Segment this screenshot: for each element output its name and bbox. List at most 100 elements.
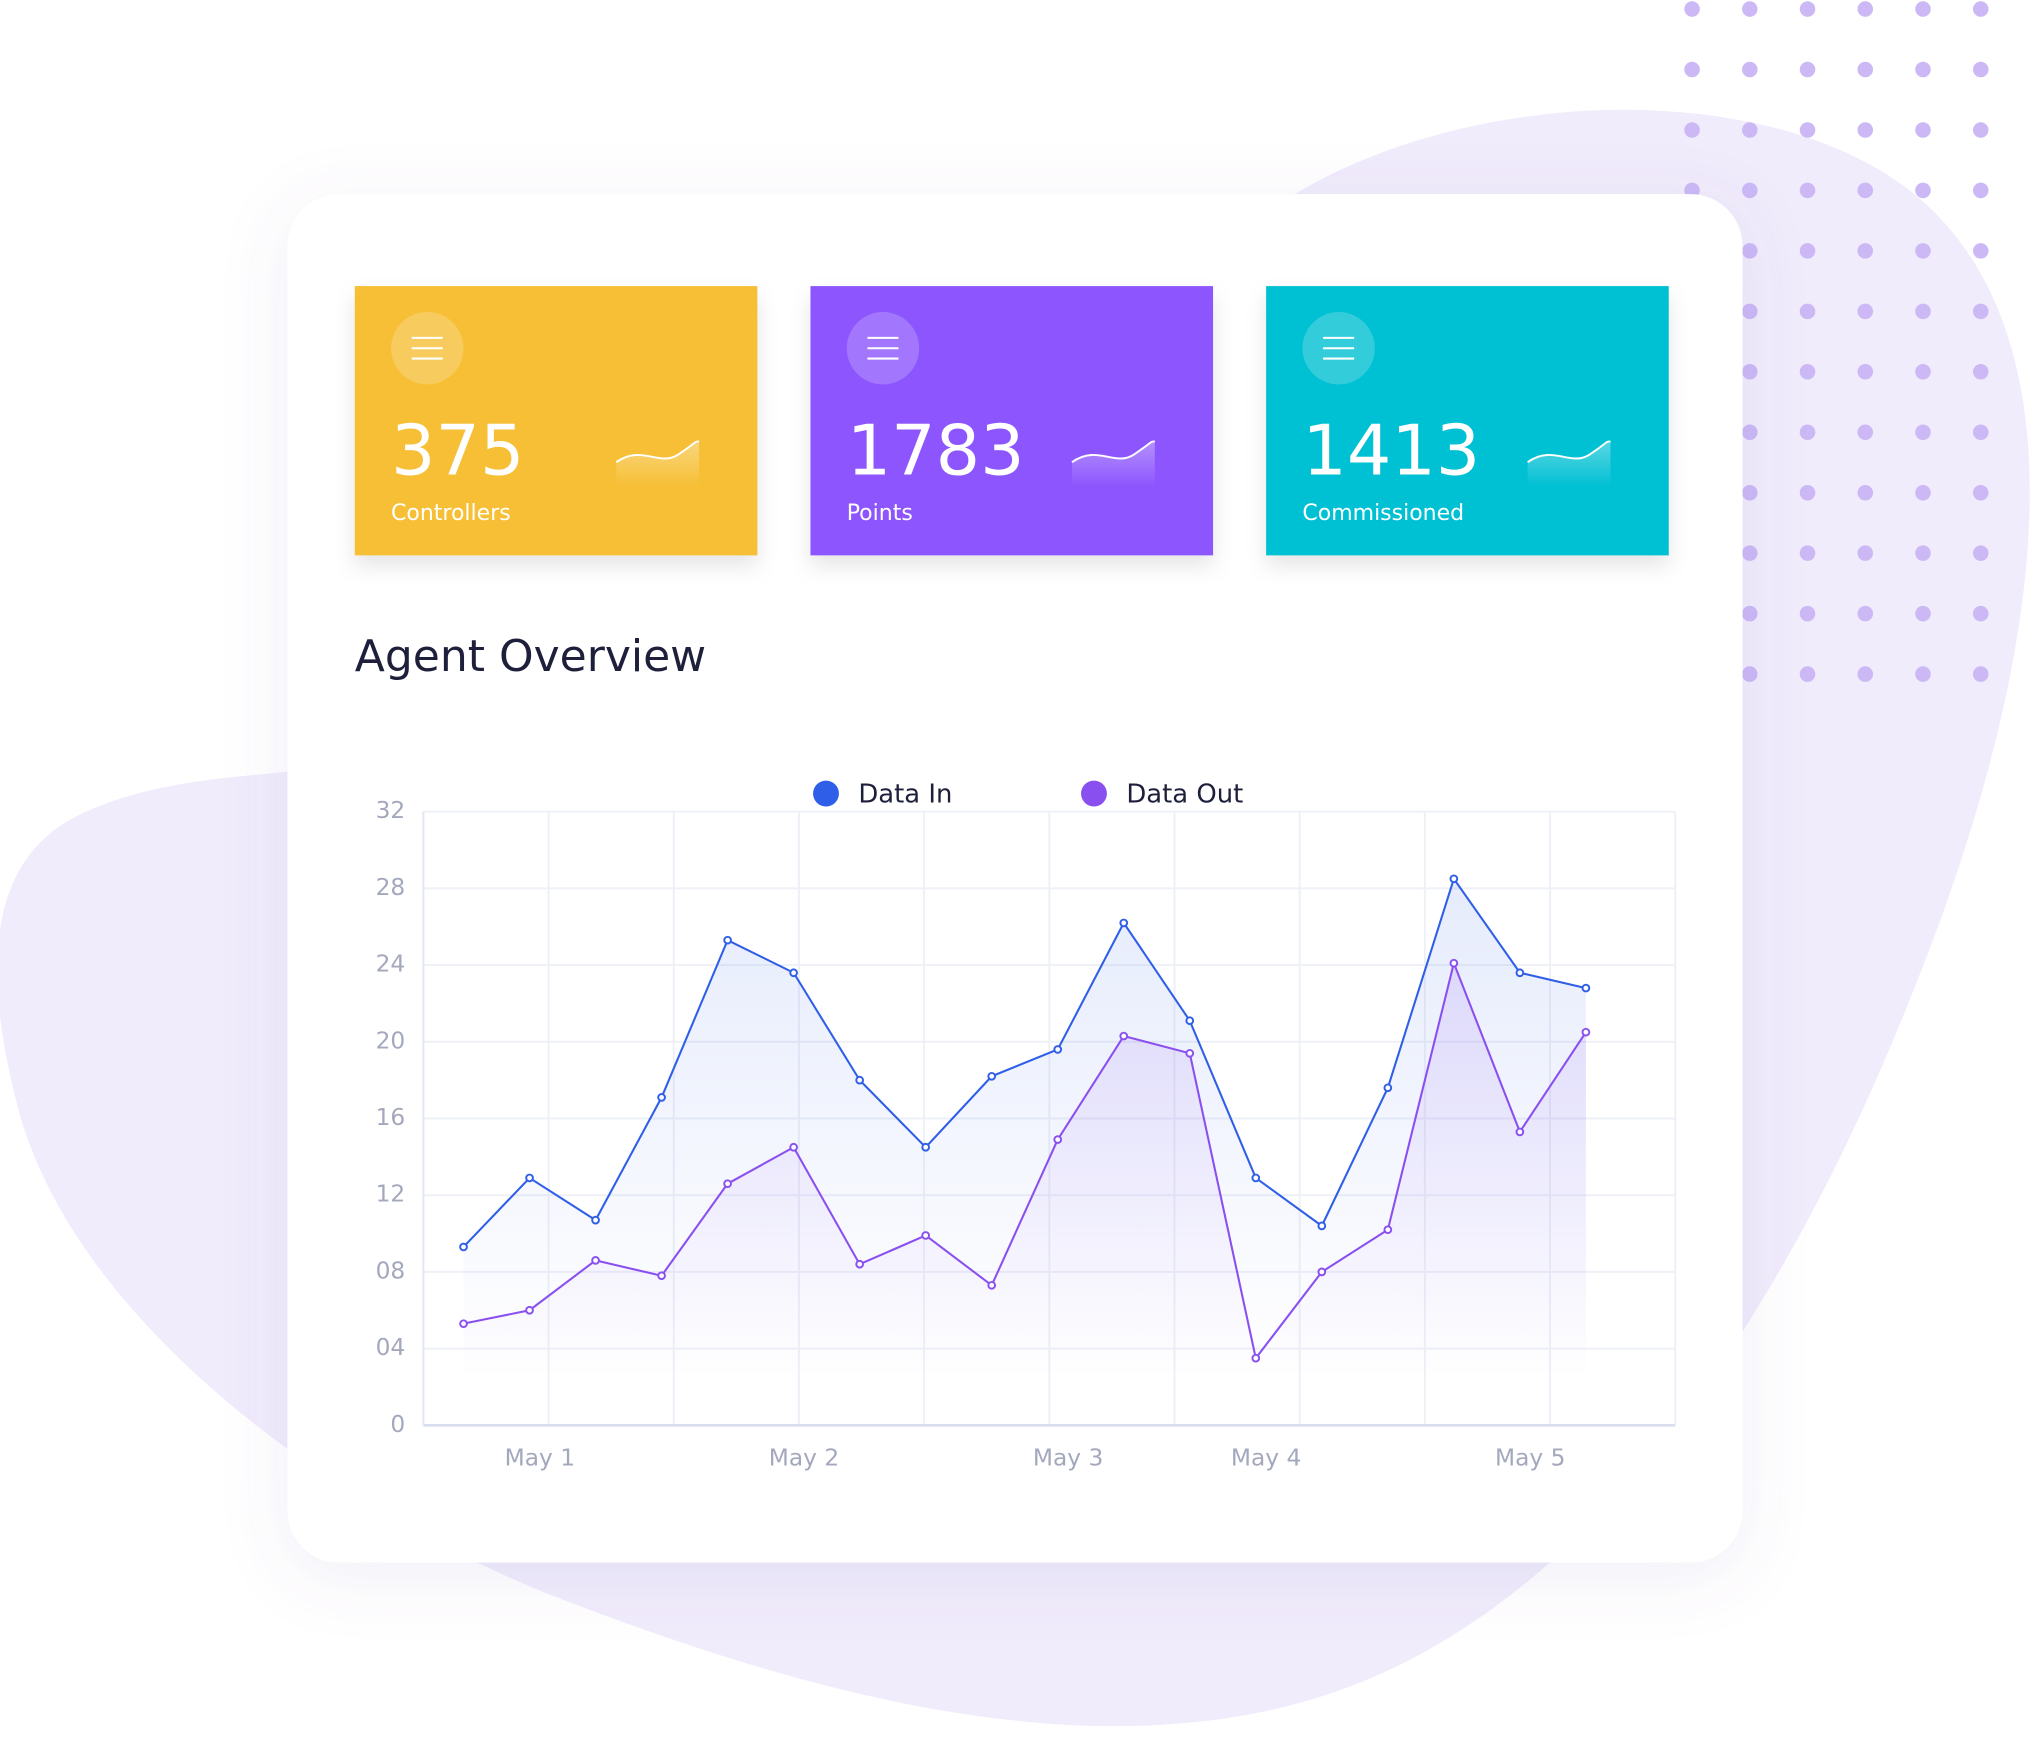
- dot: [1972, 303, 1989, 320]
- dot: [1915, 1, 1931, 17]
- dot: [1742, 364, 1758, 380]
- dot: [1915, 424, 1931, 441]
- dot: [1799, 61, 1816, 78]
- data-point: [1185, 1048, 1195, 1058]
- data-point: [1053, 1135, 1063, 1144]
- data-point: [459, 1319, 468, 1329]
- y-tick-label: 28: [376, 874, 406, 901]
- data-point: [987, 1280, 997, 1290]
- stat-icon: [1323, 336, 1355, 360]
- data-point: [855, 1075, 864, 1085]
- dot: [1972, 484, 1989, 501]
- dot: [1915, 545, 1931, 561]
- dot: [1742, 424, 1758, 441]
- y-tick-label: 32: [376, 797, 406, 824]
- dot: [1799, 545, 1816, 561]
- y-tick-label: 0: [390, 1411, 405, 1438]
- data-point: [591, 1215, 600, 1225]
- stat-label: Points: [847, 501, 913, 526]
- stat-icon: [867, 336, 899, 360]
- dot: [1742, 1, 1758, 17]
- stat-card-bg: [354, 286, 758, 556]
- y-tick-label: 04: [376, 1334, 406, 1361]
- data-point: [1317, 1267, 1327, 1277]
- dot: [1799, 424, 1816, 441]
- dot: [1742, 484, 1758, 501]
- dot: [1799, 1, 1816, 17]
- y-tick-label: 12: [376, 1181, 406, 1208]
- dot: [1857, 303, 1874, 320]
- dot: [1972, 243, 1989, 259]
- data-point: [1383, 1083, 1393, 1093]
- dot: [1972, 605, 1989, 622]
- dot: [1915, 666, 1931, 682]
- data-point: [1581, 983, 1591, 993]
- dot: [1857, 364, 1874, 380]
- data-point: [1185, 1016, 1195, 1026]
- legend-label: Data Out: [1126, 779, 1243, 809]
- stat-cards: 375 Controllers 1783 Points 1413 Commissioned: [354, 286, 1669, 556]
- dot: [1857, 243, 1874, 259]
- dot: [1742, 605, 1758, 622]
- dot: [1799, 605, 1816, 622]
- stat-card: 375 Controllers: [354, 286, 758, 556]
- stat-card: 1413 Commissioned: [1266, 286, 1669, 556]
- chart: 0 04 08 12 16 20 24 28 32 May 1 May 2 May 3 May 4 May…: [376, 779, 1677, 1471]
- dot: [1684, 61, 1700, 78]
- legend-label: Data In: [858, 779, 952, 809]
- data-point: [591, 1256, 600, 1265]
- y-tick-label: 24: [376, 951, 406, 978]
- data-point: [1317, 1221, 1327, 1231]
- dot: [1972, 545, 1989, 561]
- section-title: Agent Overview: [355, 631, 706, 682]
- sparkline-area: [1071, 441, 1155, 487]
- dot: [1742, 545, 1758, 561]
- series-line: [462, 876, 1587, 1248]
- dot: [1799, 484, 1816, 501]
- dot: [1857, 1, 1874, 17]
- dot: [1915, 484, 1931, 501]
- data-point: [987, 1071, 997, 1081]
- series-line: [463, 959, 1587, 1361]
- data-point: [1515, 1127, 1525, 1137]
- data-point: [1251, 1353, 1261, 1363]
- dot: [1799, 666, 1816, 682]
- dot: [1972, 122, 1989, 138]
- stat-card-bg: [810, 286, 1214, 556]
- data-point: [921, 1142, 931, 1152]
- data-point: [789, 968, 798, 978]
- dot: [1742, 303, 1758, 320]
- dot: [1799, 243, 1816, 259]
- stat-card: 1783 Points: [810, 286, 1214, 556]
- y-tick-label: 16: [376, 1104, 406, 1131]
- data-point: [525, 1173, 534, 1183]
- x-tick-label: May 1: [505, 1444, 575, 1471]
- stat-card-bg: [1266, 286, 1669, 556]
- stat-label: Controllers: [391, 501, 511, 526]
- dot: [1972, 61, 1989, 78]
- x-tick-label: May 3: [1033, 1444, 1103, 1471]
- dot: [1742, 243, 1758, 259]
- data-point: [1251, 1173, 1261, 1183]
- dot: [1857, 424, 1874, 441]
- dot: [1972, 182, 1989, 199]
- data-point: [789, 1142, 798, 1152]
- y-tick-label: 08: [376, 1257, 406, 1284]
- legend-swatch: [813, 780, 839, 807]
- dot: [1742, 61, 1758, 78]
- stat-value: 1413: [1302, 411, 1480, 492]
- stat-value: 1783: [847, 411, 1025, 492]
- data-point: [1515, 968, 1525, 978]
- dot: [1857, 182, 1874, 199]
- dot: [1857, 666, 1874, 682]
- data-point: [459, 1242, 468, 1252]
- dot: [1915, 243, 1931, 259]
- dot: [1742, 666, 1758, 682]
- sparkline-area: [616, 441, 700, 487]
- dot: [1972, 424, 1989, 441]
- data-point: [525, 1305, 534, 1315]
- dot: [1857, 484, 1874, 501]
